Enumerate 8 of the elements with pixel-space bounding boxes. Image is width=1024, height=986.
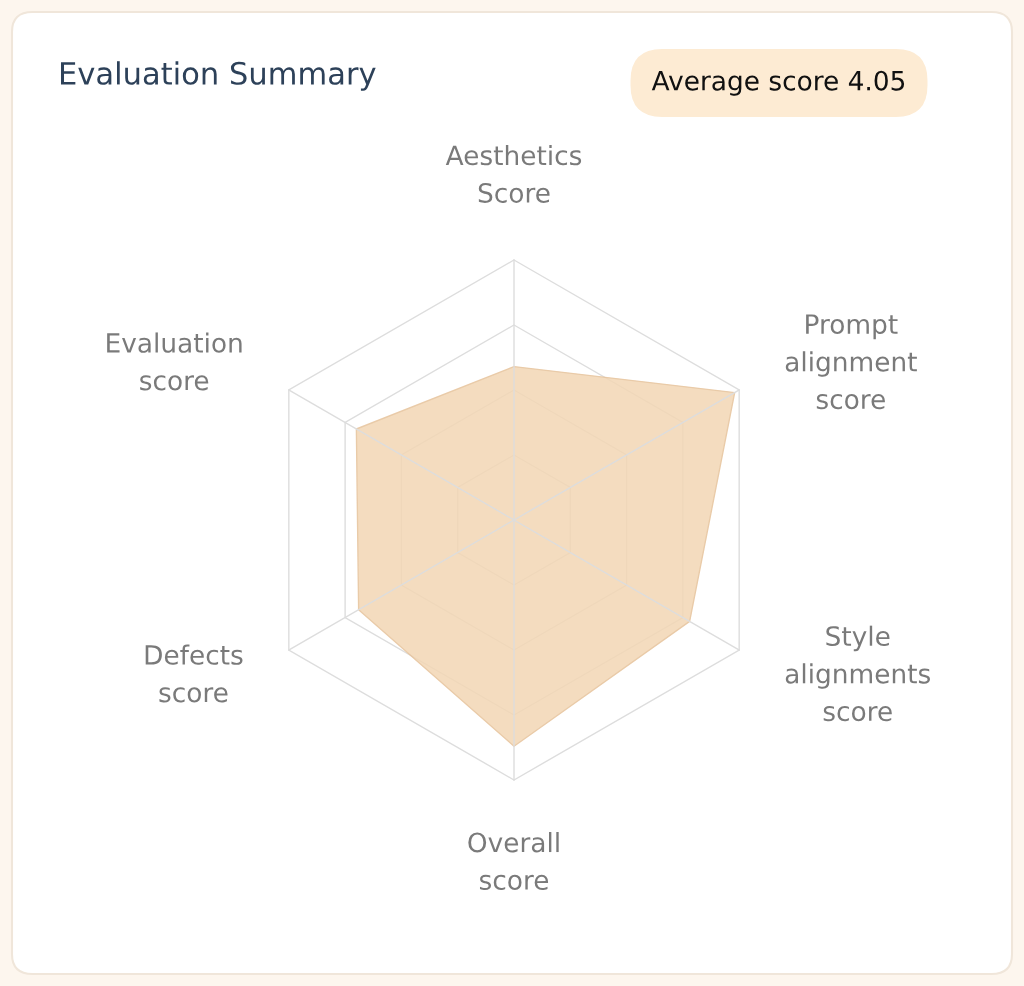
spoke-label: Defects score — [145, 644, 243, 703]
spoke-label: Aesthetics Score — [445, 144, 582, 203]
chart-title: Evaluation Summary — [61, 61, 376, 91]
spoke-label: Prompt alignment score — [785, 314, 917, 410]
spoke-label: Style alignments score — [785, 625, 930, 722]
spoke-label: Evaluation score — [107, 332, 242, 391]
spoke-label: Overall score — [468, 832, 559, 890]
text: Average score 4.05 — [651, 70, 905, 96]
